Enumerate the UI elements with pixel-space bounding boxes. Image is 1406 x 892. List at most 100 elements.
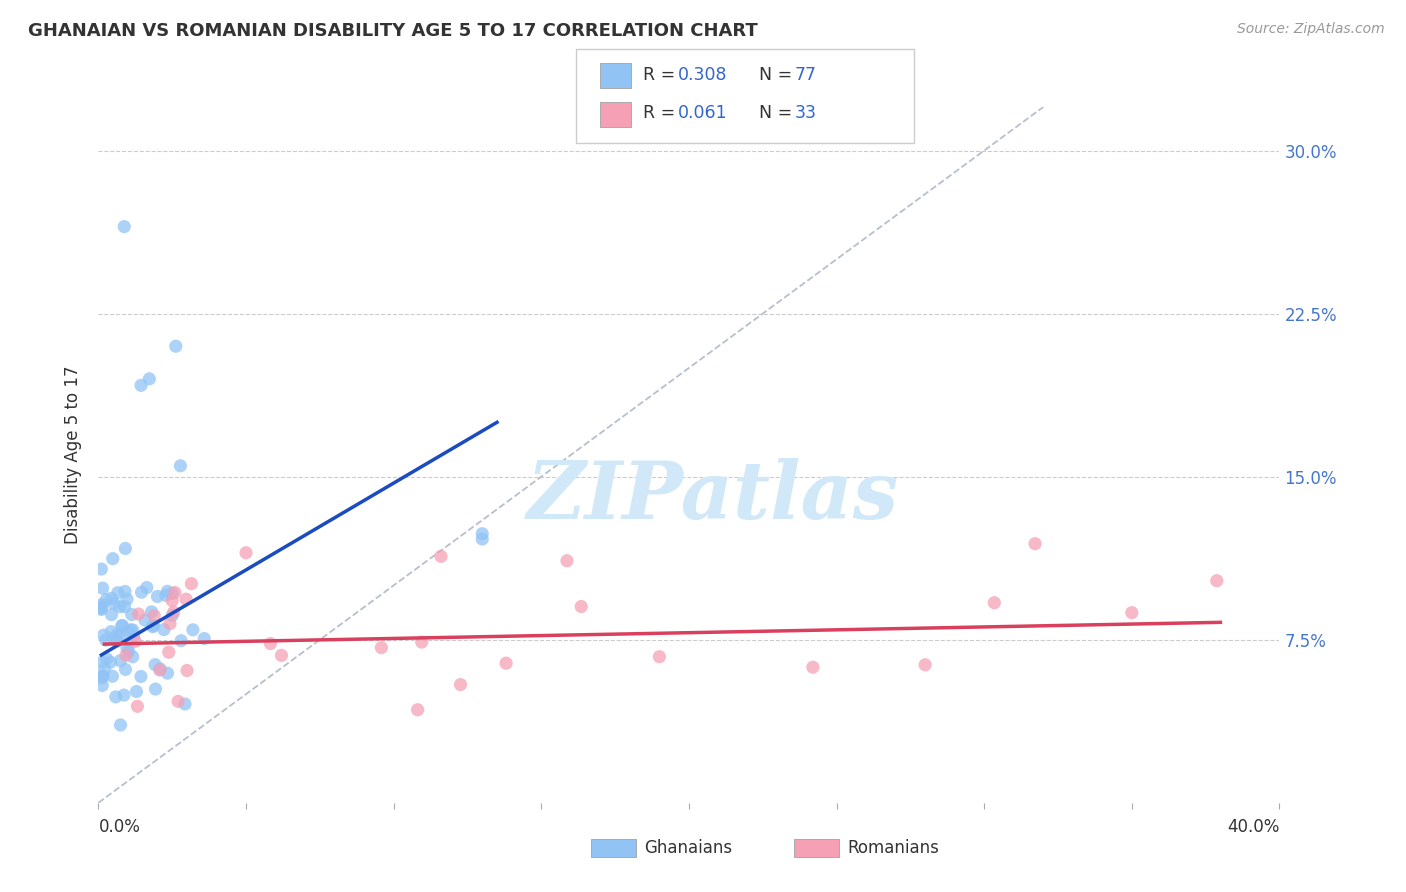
Point bbox=[149, 662, 172, 676]
Point bbox=[153, 623, 176, 637]
Text: ZIPatlas: ZIPatlas bbox=[526, 458, 898, 535]
Point bbox=[114, 599, 136, 614]
Text: 0.061: 0.061 bbox=[678, 104, 727, 122]
Point bbox=[159, 616, 181, 631]
Point bbox=[112, 688, 135, 702]
Point bbox=[156, 666, 179, 681]
Point bbox=[1024, 537, 1046, 551]
Text: 33: 33 bbox=[794, 104, 817, 122]
Point bbox=[142, 618, 165, 632]
Point bbox=[96, 651, 118, 665]
Point bbox=[914, 657, 936, 672]
Point bbox=[90, 598, 112, 612]
Text: R =: R = bbox=[643, 66, 681, 84]
Point bbox=[100, 624, 122, 639]
Point bbox=[111, 618, 134, 632]
Point bbox=[129, 669, 152, 683]
Point bbox=[121, 623, 143, 637]
Point bbox=[471, 526, 494, 541]
Point bbox=[111, 618, 134, 632]
Point bbox=[170, 633, 193, 648]
Point bbox=[90, 600, 112, 615]
Point bbox=[115, 648, 138, 662]
Point bbox=[104, 690, 127, 704]
Point bbox=[96, 592, 118, 607]
Point bbox=[90, 671, 112, 685]
Point bbox=[495, 656, 517, 670]
Point bbox=[167, 694, 190, 708]
Point bbox=[450, 677, 472, 691]
Point bbox=[160, 586, 183, 600]
Point bbox=[91, 678, 114, 692]
Point bbox=[114, 662, 136, 676]
Text: N =: N = bbox=[759, 104, 799, 122]
Point bbox=[174, 697, 197, 711]
Point bbox=[648, 649, 671, 664]
Point bbox=[193, 632, 215, 646]
Point bbox=[163, 585, 186, 599]
Point bbox=[101, 669, 124, 683]
Point bbox=[259, 636, 281, 650]
Point bbox=[100, 607, 122, 622]
Point bbox=[129, 378, 152, 392]
Point bbox=[94, 633, 117, 648]
Point bbox=[157, 645, 180, 659]
Text: 0.308: 0.308 bbox=[678, 66, 727, 84]
Point bbox=[555, 554, 578, 568]
Point bbox=[162, 608, 183, 623]
Point bbox=[146, 590, 169, 604]
Point bbox=[174, 592, 197, 607]
Text: R =: R = bbox=[643, 104, 681, 122]
Point bbox=[101, 551, 124, 566]
Point bbox=[91, 669, 114, 683]
Point bbox=[131, 585, 153, 599]
Point bbox=[176, 664, 198, 678]
Text: Source: ZipAtlas.com: Source: ZipAtlas.com bbox=[1237, 22, 1385, 37]
Text: 0.0%: 0.0% bbox=[98, 818, 141, 836]
Point bbox=[122, 628, 145, 642]
Point bbox=[155, 588, 177, 602]
Point bbox=[121, 649, 143, 664]
Point bbox=[90, 602, 112, 616]
Point bbox=[100, 655, 122, 669]
Point bbox=[115, 641, 138, 656]
Point bbox=[430, 549, 453, 564]
Point bbox=[103, 631, 125, 645]
Point bbox=[90, 562, 112, 576]
Point bbox=[128, 607, 150, 621]
Point bbox=[120, 623, 142, 637]
Text: Romanians: Romanians bbox=[848, 839, 939, 857]
Text: 40.0%: 40.0% bbox=[1227, 818, 1279, 836]
Point bbox=[91, 655, 114, 669]
Point bbox=[91, 581, 114, 595]
Y-axis label: Disability Age 5 to 17: Disability Age 5 to 17 bbox=[65, 366, 83, 544]
Point bbox=[114, 584, 136, 599]
Point bbox=[105, 628, 128, 642]
Point bbox=[1121, 606, 1143, 620]
Point bbox=[124, 634, 146, 648]
Point bbox=[118, 644, 141, 658]
Point bbox=[180, 576, 202, 591]
Point bbox=[983, 596, 1005, 610]
Point bbox=[569, 599, 592, 614]
Point bbox=[141, 605, 163, 619]
Text: N =: N = bbox=[759, 66, 799, 84]
Point bbox=[115, 592, 138, 607]
Point bbox=[142, 620, 165, 634]
Point bbox=[105, 634, 128, 648]
Point bbox=[115, 624, 138, 638]
Point bbox=[149, 663, 172, 677]
Point bbox=[406, 703, 429, 717]
Point bbox=[162, 593, 183, 607]
Point bbox=[270, 648, 292, 663]
Text: GHANAIAN VS ROMANIAN DISABILITY AGE 5 TO 17 CORRELATION CHART: GHANAIAN VS ROMANIAN DISABILITY AGE 5 TO… bbox=[28, 22, 758, 40]
Point bbox=[108, 599, 131, 614]
Point bbox=[114, 541, 136, 556]
Point bbox=[110, 718, 132, 732]
Point bbox=[91, 669, 114, 683]
Text: 77: 77 bbox=[794, 66, 817, 84]
Point bbox=[1205, 574, 1227, 588]
Point bbox=[110, 654, 132, 668]
Point bbox=[181, 623, 204, 637]
Point bbox=[145, 681, 167, 696]
